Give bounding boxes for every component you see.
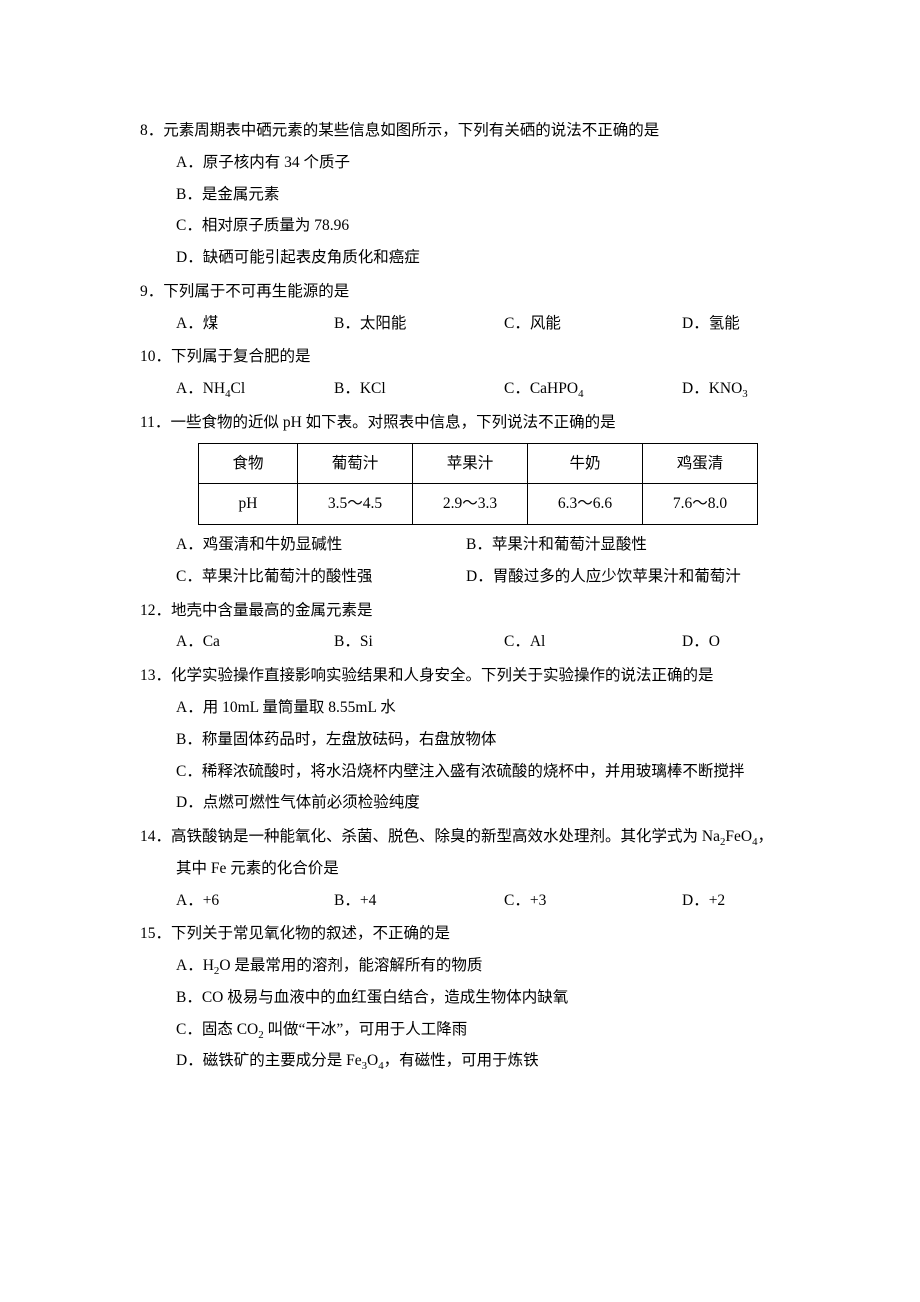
q13-text: 化学实验操作直接影响实验结果和人身安全。下列关于实验操作的说法正确的是 (171, 667, 714, 684)
question-14-stem: 14．高铁酸钠是一种能氧化、杀菌、脱色、除臭的新型高效水处理剂。其化学式为 Na… (140, 821, 790, 853)
q11-option-d: D．胃酸过多的人应少饮苹果汁和葡萄汁 (466, 561, 741, 593)
q14-option-a: A．+6 (176, 885, 334, 917)
td-ph-label: pH (199, 484, 298, 525)
q9-option-c: C．风能 (504, 308, 682, 340)
ph-table: 食物 葡萄汁 苹果汁 牛奶 鸡蛋清 pH 3.5～4.5 2.9～3.3 6.3… (198, 443, 758, 526)
q14-text-pre: 高铁酸钠是一种能氧化、杀菌、脱色、除臭的新型高效水处理剂。其化学式为 Na (171, 828, 720, 845)
question-8-stem: 8．元素周期表中硒元素的某些信息如图所示，下列有关硒的说法不正确的是 (140, 115, 790, 147)
question-10: 10．下列属于复合肥的是 A．NH4Cl B．KCl C．CaHPO4 D．KN… (140, 341, 790, 405)
q14-option-d: D．+2 (682, 885, 725, 917)
q14-option-b: B．+4 (334, 885, 504, 917)
q10-options: A．NH4Cl B．KCl C．CaHPO4 D．KNO3 (140, 373, 790, 405)
question-15-stem: 15．下列关于常见氧化物的叙述，不正确的是 (140, 918, 790, 950)
q11-text: 一些食物的近似 pH 如下表。对照表中信息，下列说法不正确的是 (170, 414, 615, 431)
q12-option-b: B．Si (334, 626, 504, 658)
question-12: 12．地壳中含量最高的金属元素是 A．Ca B．Si C．Al D．O (140, 595, 790, 659)
q10-option-d: D．KNO3 (682, 373, 748, 405)
q12-num: 12． (140, 602, 171, 619)
question-10-stem: 10．下列属于复合肥的是 (140, 341, 790, 373)
q9-option-d: D．氢能 (682, 308, 740, 340)
table-row: pH 3.5～4.5 2.9～3.3 6.3～6.6 7.6～8.0 (199, 484, 758, 525)
q15-option-a: A．H2O 是最常用的溶剂，能溶解所有的物质 (140, 950, 790, 982)
q14-option-c: C．+3 (504, 885, 682, 917)
q9-text: 下列属于不可再生能源的是 (163, 283, 349, 300)
q13-option-c: C．稀释浓硫酸时，将水沿烧杯内壁注入盛有浓硫酸的烧杯中，并用玻璃棒不断搅拌 (140, 756, 790, 788)
q8-option-a: A．原子核内有 34 个质子 (140, 147, 790, 179)
q15-option-c: C．固态 CO2 叫做“干冰”，可用于人工降雨 (140, 1014, 790, 1046)
q8-option-b: B．是金属元素 (140, 179, 790, 211)
question-9-stem: 9．下列属于不可再生能源的是 (140, 276, 790, 308)
q11-option-c: C．苹果汁比葡萄汁的酸性强 (176, 561, 466, 593)
th-egg: 鸡蛋清 (643, 443, 758, 484)
q13-option-a: A．用 10mL 量筒量取 8.55mL 水 (140, 692, 790, 724)
q15-option-b: B．CO 极易与血液中的血红蛋白结合，造成生物体内缺氧 (140, 982, 790, 1014)
q13-option-b: B．称量固体药品时，左盘放砝码，右盘放物体 (140, 724, 790, 756)
q10-option-c: C．CaHPO4 (504, 373, 682, 405)
q15-option-d: D．磁铁矿的主要成分是 Fe3O4，有磁性，可用于炼铁 (140, 1045, 790, 1077)
q11-options-row2: C．苹果汁比葡萄汁的酸性强 D．胃酸过多的人应少饮苹果汁和葡萄汁 (140, 561, 790, 593)
q11-num: 11． (140, 414, 170, 431)
table-row: 食物 葡萄汁 苹果汁 牛奶 鸡蛋清 (199, 443, 758, 484)
q12-option-d: D．O (682, 626, 720, 658)
q9-options: A．煤 B．太阳能 C．风能 D．氢能 (140, 308, 790, 340)
th-grape: 葡萄汁 (298, 443, 413, 484)
q11-option-a: A．鸡蛋清和牛奶显碱性 (176, 529, 466, 561)
q8-text: 元素周期表中硒元素的某些信息如图所示，下列有关硒的说法不正确的是 (163, 122, 659, 139)
q14-num: 14． (140, 828, 171, 845)
question-9: 9．下列属于不可再生能源的是 A．煤 B．太阳能 C．风能 D．氢能 (140, 276, 790, 340)
question-11-stem: 11．一些食物的近似 pH 如下表。对照表中信息，下列说法不正确的是 (140, 407, 790, 439)
q12-text: 地壳中含量最高的金属元素是 (171, 602, 373, 619)
question-8: 8．元素周期表中硒元素的某些信息如图所示，下列有关硒的说法不正确的是 A．原子核… (140, 115, 790, 274)
question-13-stem: 13．化学实验操作直接影响实验结果和人身安全。下列关于实验操作的说法正确的是 (140, 660, 790, 692)
q11-option-b: B．苹果汁和葡萄汁显酸性 (466, 529, 647, 561)
question-11: 11．一些食物的近似 pH 如下表。对照表中信息，下列说法不正确的是 食物 葡萄… (140, 407, 790, 593)
q10-option-b: B．KCl (334, 373, 504, 405)
q10-text: 下列属于复合肥的是 (171, 348, 311, 365)
exam-page: 8．元素周期表中硒元素的某些信息如图所示，下列有关硒的说法不正确的是 A．原子核… (0, 0, 920, 1179)
q10-option-a: A．NH4Cl (176, 373, 334, 405)
question-12-stem: 12．地壳中含量最高的金属元素是 (140, 595, 790, 627)
th-milk: 牛奶 (528, 443, 643, 484)
td-milk: 6.3～6.6 (528, 484, 643, 525)
q13-option-d: D．点燃可燃性气体前必须检验纯度 (140, 787, 790, 819)
question-14: 14．高铁酸钠是一种能氧化、杀菌、脱色、除臭的新型高效水处理剂。其化学式为 Na… (140, 821, 790, 916)
q8-num: 8． (140, 122, 163, 139)
q12-options: A．Ca B．Si C．Al D．O (140, 626, 790, 658)
question-13: 13．化学实验操作直接影响实验结果和人身安全。下列关于实验操作的说法正确的是 A… (140, 660, 790, 819)
q14-options: A．+6 B．+4 C．+3 D．+2 (140, 885, 790, 917)
q9-option-b: B．太阳能 (334, 308, 504, 340)
th-food: 食物 (199, 443, 298, 484)
q15-num: 15． (140, 925, 171, 942)
th-apple: 苹果汁 (413, 443, 528, 484)
q8-option-d: D．缺硒可能引起表皮角质化和癌症 (140, 242, 790, 274)
q14-cont: 其中 Fe 元素的化合价是 (140, 853, 790, 885)
q12-option-c: C．Al (504, 626, 682, 658)
q13-num: 13． (140, 667, 171, 684)
td-grape: 3.5～4.5 (298, 484, 413, 525)
q11-options-row1: A．鸡蛋清和牛奶显碱性 B．苹果汁和葡萄汁显酸性 (140, 529, 790, 561)
q9-option-a: A．煤 (176, 308, 334, 340)
q9-num: 9． (140, 283, 163, 300)
q15-text: 下列关于常见氧化物的叙述，不正确的是 (171, 925, 450, 942)
td-egg: 7.6～8.0 (643, 484, 758, 525)
td-apple: 2.9～3.3 (413, 484, 528, 525)
q8-option-c: C．相对原子质量为 78.96 (140, 210, 790, 242)
q12-option-a: A．Ca (176, 626, 334, 658)
question-15: 15．下列关于常见氧化物的叙述，不正确的是 A．H2O 是最常用的溶剂，能溶解所… (140, 918, 790, 1077)
q10-num: 10． (140, 348, 171, 365)
